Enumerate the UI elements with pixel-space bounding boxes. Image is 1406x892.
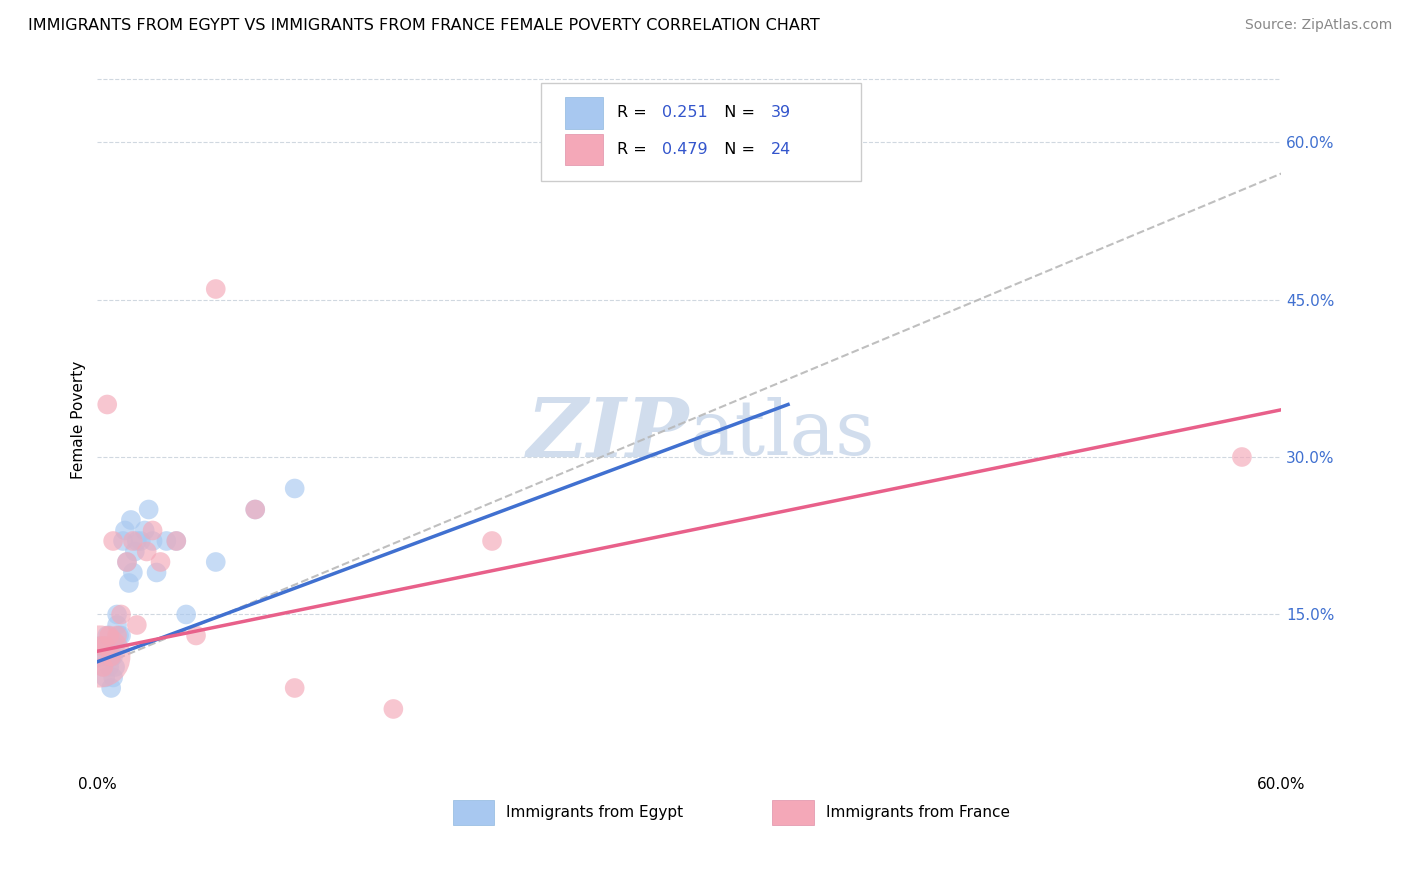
- Point: [96, 628, 118, 642]
- Point: [134, 524, 156, 538]
- Point: [89, 639, 111, 653]
- Point: [129, 533, 152, 548]
- Point: [155, 533, 177, 548]
- Point: [149, 555, 172, 569]
- Point: [96, 397, 118, 411]
- Point: [165, 533, 187, 548]
- Point: [115, 555, 138, 569]
- Point: [145, 566, 167, 580]
- Text: N =: N =: [714, 142, 761, 157]
- Bar: [772, 800, 814, 825]
- Point: [776, 124, 799, 138]
- Text: ZIP: ZIP: [527, 394, 689, 475]
- Bar: [565, 134, 603, 165]
- Point: [284, 681, 307, 695]
- Text: 24: 24: [770, 142, 792, 157]
- Point: [138, 502, 160, 516]
- Point: [1230, 450, 1253, 464]
- Point: [204, 282, 226, 296]
- Point: [94, 639, 117, 653]
- Point: [108, 628, 131, 642]
- Point: [245, 502, 267, 516]
- Point: [94, 639, 117, 653]
- Point: [105, 607, 128, 622]
- Text: Immigrants from Egypt: Immigrants from Egypt: [506, 805, 683, 821]
- Point: [111, 533, 134, 548]
- Point: [284, 482, 307, 496]
- Point: [100, 681, 122, 695]
- Text: 39: 39: [770, 105, 792, 120]
- Text: IMMIGRANTS FROM EGYPT VS IMMIGRANTS FROM FRANCE FEMALE POVERTY CORRELATION CHART: IMMIGRANTS FROM EGYPT VS IMMIGRANTS FROM…: [28, 18, 820, 33]
- Point: [100, 649, 122, 664]
- Point: [98, 628, 121, 642]
- Text: atlas: atlas: [689, 397, 875, 471]
- Y-axis label: Female Poverty: Female Poverty: [72, 361, 86, 479]
- Point: [101, 671, 124, 685]
- Point: [105, 618, 128, 632]
- Point: [104, 639, 127, 653]
- Point: [204, 555, 226, 569]
- Point: [118, 576, 141, 591]
- Point: [110, 607, 132, 622]
- Point: [98, 639, 121, 653]
- Point: [104, 660, 127, 674]
- Text: Source: ZipAtlas.com: Source: ZipAtlas.com: [1244, 18, 1392, 32]
- Point: [124, 544, 146, 558]
- Text: N =: N =: [714, 105, 761, 120]
- Point: [105, 628, 128, 642]
- Point: [91, 660, 114, 674]
- Point: [184, 628, 207, 642]
- Point: [101, 533, 124, 548]
- Point: [142, 533, 165, 548]
- Point: [101, 649, 124, 664]
- Point: [110, 628, 132, 642]
- Point: [245, 502, 267, 516]
- Point: [100, 649, 122, 664]
- Text: 0.479: 0.479: [662, 142, 707, 157]
- Text: R =: R =: [617, 105, 652, 120]
- Point: [94, 671, 117, 685]
- Point: [135, 544, 157, 558]
- Point: [89, 649, 111, 664]
- Text: R =: R =: [617, 142, 652, 157]
- FancyBboxPatch shape: [541, 83, 860, 181]
- Point: [125, 618, 148, 632]
- Point: [125, 533, 148, 548]
- Point: [90, 649, 112, 664]
- Bar: [453, 800, 494, 825]
- Point: [114, 524, 136, 538]
- Point: [174, 607, 197, 622]
- Point: [115, 555, 138, 569]
- Point: [91, 660, 114, 674]
- Point: [142, 524, 165, 538]
- Point: [481, 533, 503, 548]
- Text: Immigrants from France: Immigrants from France: [825, 805, 1010, 821]
- Point: [90, 639, 112, 653]
- Point: [122, 566, 145, 580]
- Point: [98, 660, 121, 674]
- Point: [120, 513, 142, 527]
- Text: 0.251: 0.251: [662, 105, 707, 120]
- Bar: [565, 97, 603, 128]
- Point: [96, 649, 118, 664]
- Point: [122, 533, 145, 548]
- Point: [382, 702, 405, 716]
- Point: [165, 533, 187, 548]
